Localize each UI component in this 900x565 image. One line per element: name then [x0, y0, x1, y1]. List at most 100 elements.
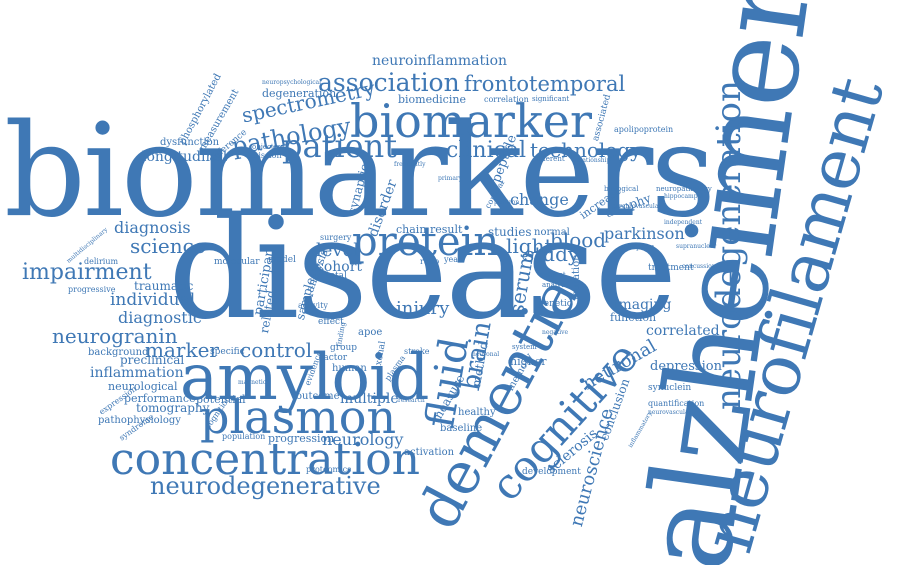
word-neurological: neurological [108, 380, 178, 393]
word-science: science [130, 234, 206, 258]
word-ratio: ratio [420, 257, 440, 266]
word-neuroinflammation: neuroinflammation [372, 53, 508, 69]
word-biomedicine: biomedicine [398, 93, 466, 106]
word-outcome: outcome [296, 391, 340, 402]
word-imaging: imaging [614, 297, 672, 313]
word-total: total [326, 271, 347, 281]
word-correlated: correlated [646, 323, 720, 339]
word-dysfunction: dysfunction [160, 137, 220, 148]
word-hippocampal: hippocampal [664, 193, 704, 200]
word-frequently: frequently [394, 161, 426, 168]
word-level: level [316, 240, 359, 261]
word-supranuclear: supranuclear [676, 243, 717, 250]
word-effect: effect [318, 317, 344, 327]
word-molecular: molecular [214, 257, 260, 267]
word-neurology: neurology [322, 430, 404, 449]
word-biomarker: biomarker [350, 94, 592, 148]
word-baseline: baseline [440, 423, 483, 434]
word-parkinson: parkinson [604, 224, 685, 243]
word-subject: subject [540, 271, 566, 279]
word-relationship: relationship [574, 157, 611, 164]
word-marker: marker [145, 338, 219, 362]
word-neurovascular: neurovascular [648, 409, 692, 416]
word-human: human [332, 363, 367, 374]
word-diagnostic: diagnostic [118, 308, 202, 327]
word-analyte: analyte [542, 281, 569, 289]
word-cohort: cohort [316, 259, 363, 275]
word-progression: progression [268, 432, 335, 445]
word-surgery: surgery [320, 233, 352, 242]
word-neurogranin: neurogranin [52, 324, 178, 348]
word-negative: negative [542, 329, 569, 336]
word-individual: individual [110, 290, 196, 310]
word-specific: specific [210, 347, 245, 357]
word-research: research [398, 397, 425, 404]
word-treatment: treatment [648, 263, 694, 273]
word-neuronal-small: neuronal [472, 351, 500, 358]
word-biomarkers: biomarkers [4, 97, 716, 246]
word-neuropsychological: neuropsychological [262, 79, 322, 86]
word-healthy: healthy [458, 407, 496, 418]
word-potential: potential [196, 393, 246, 406]
word-injury: injury [396, 298, 450, 319]
word-progressive: progressive [68, 285, 116, 294]
word-neurodegenerative: neurodegenerative [150, 472, 381, 500]
word-magnetic: magnetic [238, 379, 267, 386]
word-multiple: multiple [340, 391, 399, 407]
word-frontotemporal: frontotemporal [464, 72, 626, 96]
word-longitudinal: longitudinal [142, 149, 228, 165]
word-group: group [330, 343, 358, 353]
word-normal: normal [534, 227, 570, 238]
word-patient: patient [282, 127, 398, 165]
word-activity: activity [298, 301, 328, 310]
word-model: model [268, 255, 296, 265]
word-activation: activation [404, 447, 455, 458]
word-chain: chain [396, 223, 427, 236]
word-primary: primary [438, 175, 463, 182]
word-proteomics: proteomics [306, 465, 352, 474]
word-factor: factor [320, 353, 348, 363]
word-amyloid: amyloid [180, 341, 429, 415]
word-preclinical: preclinical [120, 353, 185, 367]
word-symptom: symptom [622, 243, 655, 251]
word-apolipoprotein: apolipoprotein [614, 125, 674, 134]
word-system: system [512, 343, 537, 351]
word-change: change [510, 190, 569, 209]
word-protein: protein [352, 219, 500, 265]
word-result: result [430, 223, 463, 236]
word-background: background [88, 347, 149, 358]
word-diagnosis: diagnosis [114, 218, 191, 237]
word-control: control [240, 338, 313, 362]
word-positron: positron [494, 199, 520, 206]
word-stroke: stroke [404, 347, 430, 356]
word-pathophysiology: pathophysiology [98, 415, 181, 426]
word-inflammation: inflammation [90, 365, 184, 381]
word-studies: studies [488, 225, 532, 239]
word-apoe: apoe [358, 327, 383, 338]
word-tomography: tomography [136, 401, 210, 415]
word-year: year [444, 255, 462, 264]
word-biological: biological [604, 185, 639, 193]
word-technology: technology [530, 138, 642, 162]
word-degeneration: degeneration [262, 87, 337, 100]
word-independent: independent [664, 219, 703, 226]
word-clinical: clinical [446, 138, 527, 163]
word-blood: blood [550, 228, 607, 252]
word-synuclein: synuclein [648, 383, 692, 393]
word-traumatic: traumatic [134, 279, 194, 293]
word-association: association [318, 68, 460, 97]
word-delirium: delirium [84, 257, 119, 266]
word-impairment: impairment [22, 260, 152, 285]
word-concentration: concentration [110, 434, 421, 485]
word-significant: significant [532, 95, 570, 103]
word-population: population [222, 432, 266, 441]
word-concussion: concussion [682, 263, 716, 270]
word-higher: higher [510, 355, 547, 368]
word-emission: emission [246, 151, 282, 160]
word-cerebrovascular: cerebrovascular [612, 203, 662, 210]
word-objective: objective [252, 143, 285, 151]
word-disease: disease [168, 188, 677, 351]
word-performance: performance [124, 392, 196, 405]
word-plasmon: plasmon [200, 390, 397, 444]
